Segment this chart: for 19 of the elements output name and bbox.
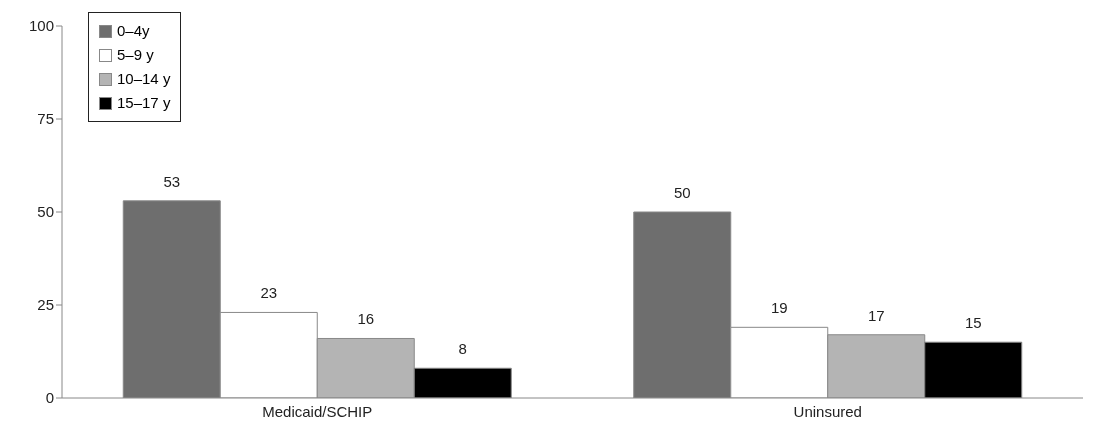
- x-tick-label: Medicaid/SCHIP: [262, 402, 373, 420]
- data-label: 8: [458, 340, 467, 358]
- data-label: 19: [770, 299, 788, 317]
- data-label: 50: [673, 184, 691, 201]
- legend-label: 15–17 y: [117, 93, 171, 113]
- data-label: 23: [260, 284, 278, 302]
- y-tick-label: 75: [37, 110, 54, 128]
- data-label: 15: [964, 314, 982, 332]
- legend-label: 0–4y: [117, 21, 150, 41]
- x-tick-label: Uninsured: [793, 402, 862, 420]
- y-tick-label: 25: [37, 296, 54, 314]
- y-tick-label: 100: [28, 17, 54, 35]
- data-label: 17: [867, 306, 885, 324]
- data-label: 53: [163, 172, 181, 190]
- y-tick-label: 50: [37, 203, 54, 221]
- data-label: 16: [357, 310, 375, 328]
- legend-label: 10–14 y: [117, 69, 171, 89]
- y-tick-label: 0: [45, 389, 54, 407]
- legend-label: 5–9 y: [117, 45, 154, 65]
